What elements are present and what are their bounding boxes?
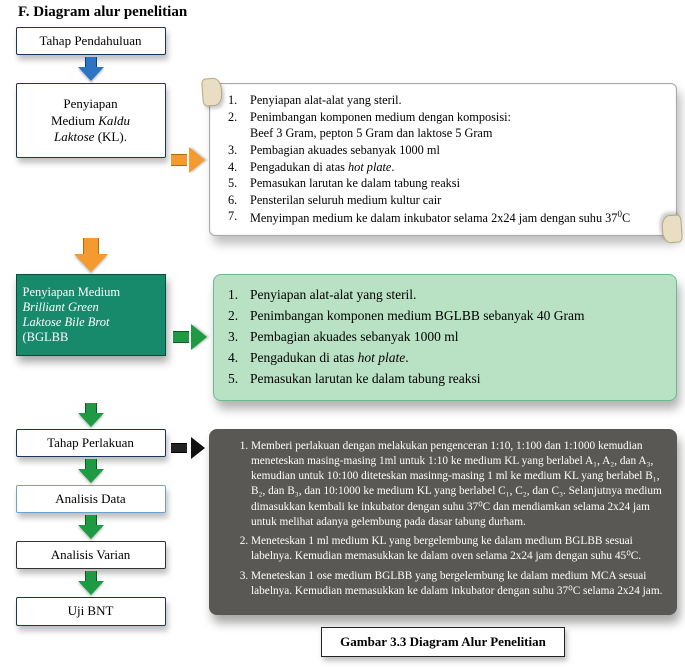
box-uji-bnt: Uji BNT [16,597,166,625]
text: Pengadukan di atas [250,160,348,174]
text-italic: Laktose [54,129,94,144]
text: Pengadukan di atas [250,350,358,365]
section-heading: F. Diagram alur penelitian [18,4,677,21]
text-italic: Laktose Bile Brot [23,315,110,329]
text: (KL). [94,129,127,144]
arrow-right-icon [173,324,207,350]
list-item: Pemasukan larutan ke dalam tabung reaksi [250,175,460,192]
text-italic: Brilliant Green [23,300,99,314]
text: (BGLBB [23,330,69,344]
list-item: Penyiapan alat-alat yang steril. [250,92,402,109]
list-item: Meneteskan 1 ml medium KL yang bergelemb… [251,534,663,565]
box-penyiapan-bglbb: Penyiapan Medium Brilliant Green Laktose… [16,274,166,356]
text: . [391,160,394,174]
list-item: Pemasukan larutan ke dalam tabung reaksi [250,369,481,390]
text-italic: Kaldu [98,113,130,128]
text-italic: hot plate [348,160,391,174]
list-item: Meneteskan 1 ose medium BGLBB yang berge… [251,569,663,600]
text-italic: hot plate [358,350,406,365]
text: Menyimpan medium ke dalam inkubator sela… [250,212,617,226]
arrow-down-icon [78,403,104,427]
arrow-down-icon [78,571,104,595]
text: C [622,212,630,226]
arrow-right-icon [171,435,205,461]
list-item: Penyiapan alat-alat yang steril. [250,285,416,306]
box-tahap-pendahuluan: Tahap Pendahuluan [16,27,166,55]
arrow-right-icon [171,147,205,173]
panel-dark-perlakuan: Memberi perlakuan dengan melakukan penge… [209,429,677,616]
list-item: Beef 3 Gram, pepton 5 Gram dan laktose 5… [250,125,492,142]
panel-scroll-kl: 1.Penyiapan alat-alat yang steril. 2.Pen… [209,83,677,236]
arrow-down-icon [74,238,108,272]
figure-caption: Gambar 3.3 Diagram Alur Penelitian [321,627,565,657]
box-analisis-data: Analisis Data [16,485,166,513]
text: . [405,350,408,365]
arrow-down-icon [78,459,104,483]
list-item: Memberi perlakuan dengan melakukan penge… [251,439,663,531]
panel-green-bglbb: 1.Penyiapan alat-alat yang steril. 2.Pen… [213,274,677,401]
box-tahap-perlakuan: Tahap Perlakuan [16,429,166,457]
list-item: Pensterilan seluruh medium kultur cair [250,192,441,209]
arrow-down-icon [78,515,104,539]
arrow-down-icon [78,57,104,81]
list-item: Pembagian akuades sebanyak 1000 ml [250,142,440,159]
list-item: Penimbangan komponen medium BGLBB sebany… [250,306,584,327]
list-item: Penimbangan komponen medium dengan kompo… [250,109,511,126]
text: Penyiapan [63,96,117,111]
box-penyiapan-kl: Penyiapan Medium Kaldu Laktose (KL). [16,83,166,158]
box-analisis-varian: Analisis Varian [16,541,166,569]
list-item: Pembagian akuades sebanyak 1000 ml [250,327,458,348]
text: Medium [51,113,98,128]
text: Penyiapan Medium [23,285,121,299]
